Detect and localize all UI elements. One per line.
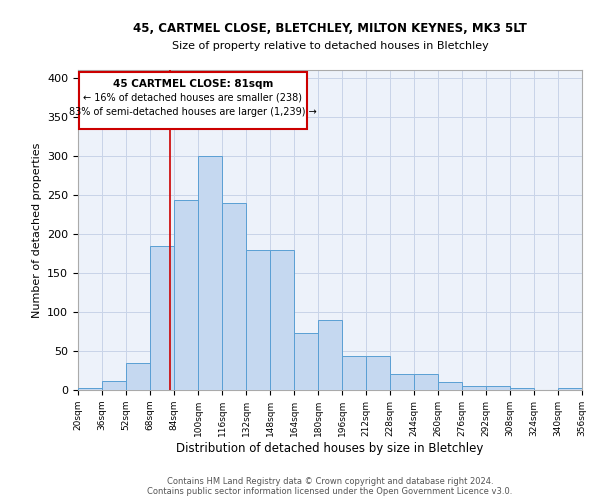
Text: 45, CARTMEL CLOSE, BLETCHLEY, MILTON KEYNES, MK3 5LT: 45, CARTMEL CLOSE, BLETCHLEY, MILTON KEY… (133, 22, 527, 36)
Y-axis label: Number of detached properties: Number of detached properties (32, 142, 41, 318)
Bar (486, 386, 510, 390)
Text: 83% of semi-detached houses are larger (1,239) →: 83% of semi-detached houses are larger (… (69, 106, 317, 117)
Bar (462, 386, 486, 390)
FancyBboxPatch shape (79, 72, 307, 128)
Text: ← 16% of detached houses are smaller (238): ← 16% of detached houses are smaller (23… (83, 92, 302, 102)
Bar (270, 250, 294, 390)
Bar (198, 156, 222, 390)
Text: Contains HM Land Registry data © Crown copyright and database right 2024.: Contains HM Land Registry data © Crown c… (167, 478, 493, 486)
X-axis label: Distribution of detached houses by size in Bletchley: Distribution of detached houses by size … (176, 442, 484, 454)
Text: Size of property relative to detached houses in Bletchley: Size of property relative to detached ho… (172, 41, 488, 51)
Bar (246, 250, 270, 390)
Bar (558, 388, 582, 390)
Bar (294, 333, 318, 390)
Bar (102, 380, 126, 390)
Bar (78, 388, 102, 390)
Bar (510, 388, 534, 390)
Bar (174, 200, 198, 390)
Bar (390, 374, 414, 390)
Bar (366, 356, 390, 390)
Bar (126, 362, 150, 390)
Bar (414, 374, 438, 390)
Bar (222, 202, 246, 390)
Bar (438, 382, 462, 390)
Text: 45 CARTMEL CLOSE: 81sqm: 45 CARTMEL CLOSE: 81sqm (113, 78, 273, 88)
Text: Contains public sector information licensed under the Open Government Licence v3: Contains public sector information licen… (148, 488, 512, 496)
Bar (318, 320, 342, 390)
Bar (342, 356, 366, 390)
Bar (150, 246, 174, 390)
